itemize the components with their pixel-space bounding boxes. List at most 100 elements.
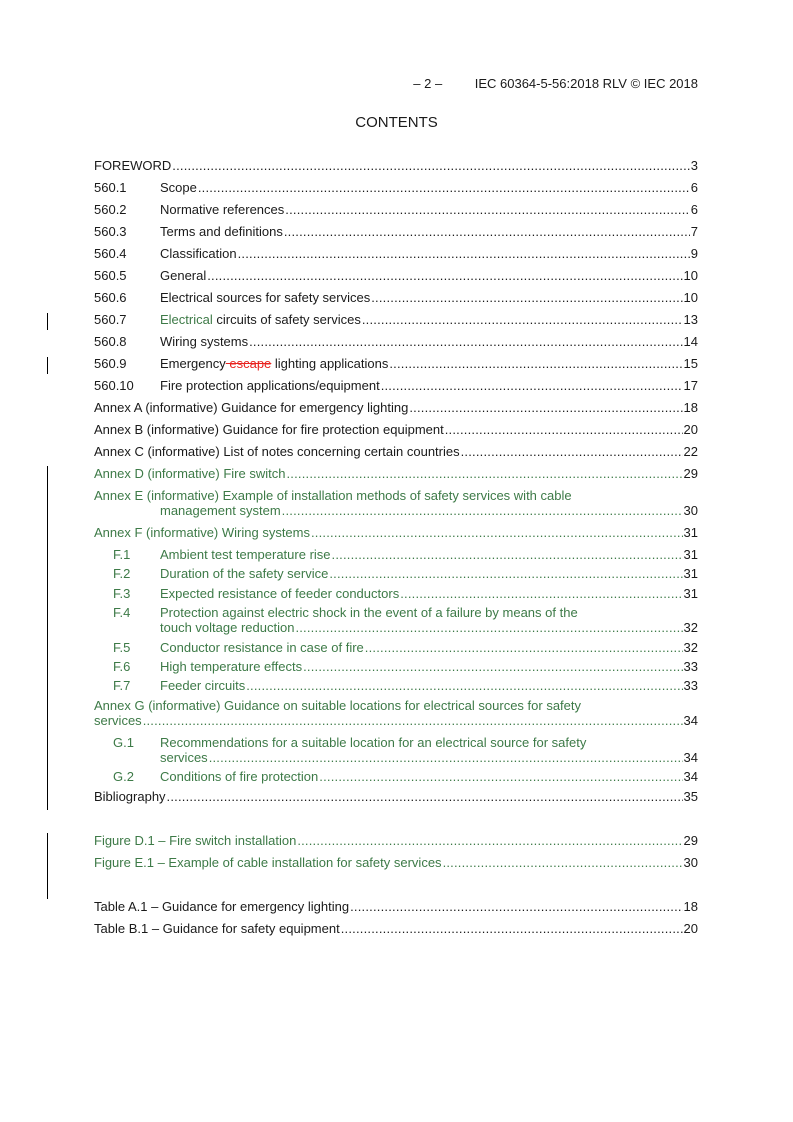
entry-title: Figure E.1 – Example of cable installati…	[94, 855, 442, 871]
toc-entry[interactable]: 560.4 Classification 9	[94, 246, 698, 262]
entry-title: Table A.1 – Guidance for emergency light…	[94, 899, 349, 915]
dot-leader	[362, 312, 683, 328]
entry-title: Annex F (informative) Wiring systems	[94, 525, 310, 541]
entry-title: FOREWORD	[94, 158, 171, 174]
toc-entry[interactable]: Figure E.1 – Example of cable installati…	[94, 855, 698, 871]
section-number: F.5	[113, 640, 131, 655]
entry-title: Annex E (informative) Example of install…	[94, 488, 572, 504]
section-number: F.2	[113, 566, 131, 581]
toc-entry[interactable]: Annex E (informative) Example of install…	[94, 488, 698, 504]
page-number: 17	[683, 378, 698, 393]
dot-leader	[249, 334, 682, 350]
section-number: G.1	[113, 735, 134, 750]
toc-entry[interactable]: 560.8 Wiring systems 14	[94, 334, 698, 350]
toc-entry[interactable]: F.2 Duration of the safety service 31	[94, 566, 698, 582]
section-number: 560.8	[94, 334, 127, 349]
title-segment: Figure E.1 – Example of cable installati…	[94, 855, 442, 870]
page-number: 9	[690, 246, 698, 261]
toc-entry-continuation[interactable]: services 34	[160, 750, 698, 766]
toc-entry[interactable]: Figure D.1 – Fire switch installation 29	[94, 833, 698, 849]
toc-entry[interactable]: Annex D (informative) Fire switch 29	[94, 466, 698, 482]
toc-entry[interactable]: F.3 Expected resistance of feeder conduct…	[94, 586, 698, 602]
section-number: F.3	[113, 586, 131, 601]
entry-title: Fire protection applications/equipment	[160, 378, 380, 394]
toc-entry[interactable]: G.2 Conditions of fire protection 34	[94, 769, 698, 785]
toc-entry[interactable]: F.5 Conductor resistance in case of fire …	[94, 640, 698, 656]
toc-entry[interactable]: 560.10 Fire protection applications/equip…	[94, 378, 698, 394]
toc-entry-continuation[interactable]: touch voltage reduction 32	[160, 620, 698, 636]
dot-leader	[303, 659, 682, 675]
entry-title-continuation: services	[160, 750, 208, 765]
title-segment: Protection against electric shock in the…	[160, 605, 578, 620]
section-number: F.1	[113, 547, 131, 562]
entry-title-continuation: management system	[160, 503, 281, 518]
page-number: 30	[683, 503, 698, 518]
title-segment: Table A.1 – Guidance for emergency light…	[94, 899, 350, 914]
dot-leader	[409, 400, 682, 416]
toc-entry[interactable]: 560.1 Scope 6	[94, 180, 698, 196]
dot-leader	[167, 789, 683, 805]
toc-entry[interactable]: 560.3 Terms and definitions 7	[94, 224, 698, 240]
toc-entry[interactable]: Annex A (informative) Guidance for emerg…	[94, 400, 698, 416]
title-segment: Annex B (informative) Guidance for fire …	[94, 422, 444, 437]
title-segment: Annex E (informative) Example of install…	[94, 488, 572, 503]
toc-entry[interactable]: Bibliography 35	[94, 789, 698, 805]
page-number: 29	[683, 466, 698, 481]
dot-leader	[400, 586, 682, 602]
change-bar	[47, 833, 48, 899]
toc-entry-continuation[interactable]: services 34	[94, 713, 698, 729]
page-number: 32	[683, 620, 698, 635]
page-number: 6	[690, 180, 698, 195]
toc-entry[interactable]: Annex G (informative) Guidance on suitab…	[94, 698, 698, 714]
toc-entry[interactable]: 560.9 Emergency escape lighting applicati…	[94, 356, 698, 372]
change-bar	[47, 466, 48, 810]
toc-entry[interactable]: Table A.1 – Guidance for emergency light…	[94, 899, 698, 915]
page-number: 34	[683, 769, 698, 784]
toc-entry[interactable]: F.7 Feeder circuits 33	[94, 678, 698, 694]
page-number: 14	[683, 334, 698, 349]
toc-entry[interactable]: Annex F (informative) Wiring systems 31	[94, 525, 698, 541]
toc-entry[interactable]: F.4 Protection against electric shock in …	[94, 605, 698, 621]
toc-entry[interactable]: 560.5 General 10	[94, 268, 698, 284]
title-segment: Fire protection applications/equipment	[160, 378, 380, 393]
dot-leader	[445, 422, 683, 438]
dot-leader	[297, 833, 682, 849]
page-number: 13	[683, 312, 698, 327]
title-segment: circuits of safety services	[212, 312, 361, 327]
section-number: 560.9	[94, 356, 127, 371]
dot-leader	[285, 202, 689, 218]
toc-entry[interactable]: Annex B (informative) Guidance for fire …	[94, 422, 698, 438]
entry-title: Ambient test temperature rise	[160, 547, 331, 563]
entry-title: Wiring systems	[160, 334, 248, 350]
title-segment: Ambient test temperature rise	[160, 547, 331, 562]
toc-entry[interactable]: 560.6 Electrical sources for safety servi…	[94, 290, 698, 306]
toc-entry[interactable]: Table B.1 – Guidance for safety equipmen…	[94, 921, 698, 937]
dot-leader	[282, 503, 683, 519]
entry-title: Recommendations for a suitable location …	[160, 735, 586, 751]
inserted-text: Electrical	[160, 312, 213, 327]
section-number: 560.1	[94, 180, 127, 195]
toc-entry-continuation[interactable]: management system 30	[160, 503, 698, 519]
toc-entry[interactable]: Annex C (informative) List of notes conc…	[94, 444, 698, 460]
dot-leader	[209, 750, 683, 766]
entry-title: Emergency escape lighting applications	[160, 356, 388, 372]
toc-entry[interactable]: F.6 High temperature effects 33	[94, 659, 698, 675]
dot-leader	[198, 180, 690, 196]
dot-leader	[311, 525, 683, 541]
toc-entry[interactable]: FOREWORD 3	[94, 158, 698, 174]
toc-entry[interactable]: G.1 Recommendations for a suitable locati…	[94, 735, 698, 751]
dot-leader	[443, 855, 683, 871]
title-segment: Electrical sources for safety services	[160, 290, 371, 305]
dot-leader	[365, 640, 683, 656]
title-segment: lighting applications	[271, 356, 389, 371]
document-id: IEC 60364-5-56:2018 RLV © IEC 2018	[474, 76, 698, 91]
title-segment: Annex D (informative) Fire switch	[94, 466, 286, 481]
toc-entry[interactable]: 560.7 Electrical circuits of safety servi…	[94, 312, 698, 328]
page-number: 15	[683, 356, 698, 371]
toc-entry[interactable]: F.1 Ambient test temperature rise 31	[94, 547, 698, 563]
toc-entry[interactable]: 560.2 Normative references 6	[94, 202, 698, 218]
entry-title: Duration of the safety service	[160, 566, 328, 582]
title-segment: General	[160, 268, 207, 283]
title-segment: Duration of the safety service	[160, 566, 329, 581]
dot-leader	[284, 224, 690, 240]
